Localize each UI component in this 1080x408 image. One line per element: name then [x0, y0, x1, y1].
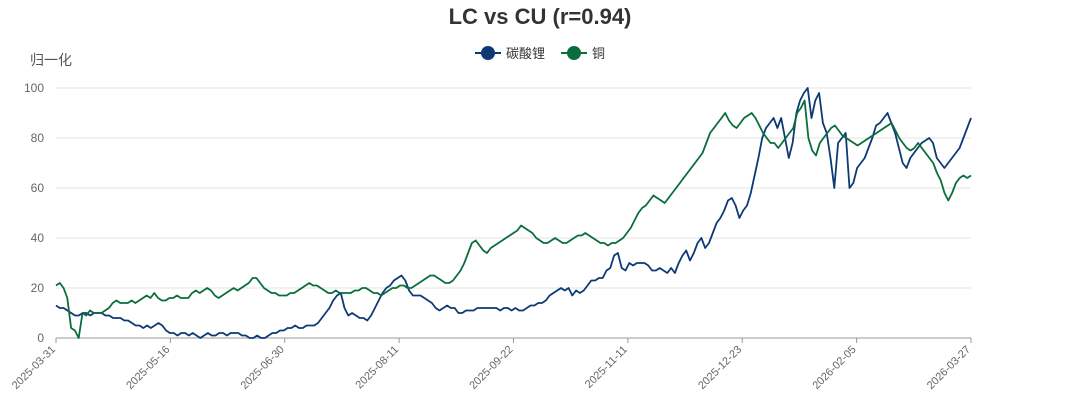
x-tick-label: 2025-03-31 — [10, 344, 58, 392]
y-tick-label: 20 — [31, 281, 45, 295]
legend-marker-cu-icon — [561, 45, 587, 60]
legend: 碳酸锂 铜 — [0, 43, 1080, 62]
x-tick-label: 2025-09-22 — [467, 344, 515, 392]
y-tick-label: 40 — [31, 231, 45, 245]
legend-label-cu: 铜 — [592, 46, 606, 61]
legend-marker-lc-icon — [474, 45, 501, 60]
x-tick-label: 2025-06-30 — [239, 344, 287, 392]
y-tick-label: 80 — [31, 131, 45, 145]
x-tick-label: 2025-08-11 — [354, 344, 402, 392]
x-tick-label: 2025-05-16 — [124, 344, 172, 392]
legend-item-lc[interactable]: 碳酸锂 — [474, 43, 545, 62]
legend-item-cu[interactable]: 铜 — [561, 43, 605, 62]
y-tick-label: 60 — [31, 181, 45, 195]
chart-title: LC vs CU (r=0.94) — [448, 4, 632, 29]
x-tick-label: 2025-11-11 — [583, 344, 630, 391]
series-line-lc — [55, 87, 972, 339]
x-tick-label: 2025-12-23 — [696, 344, 744, 392]
y-tick-label: 0 — [37, 331, 44, 345]
y-tick-label: 100 — [24, 81, 44, 95]
x-tick-label: 2026-03-27 — [925, 344, 973, 392]
y-axis-label: 归一化 — [30, 52, 72, 68]
series-line-cu — [55, 99, 972, 339]
legend-label-lc: 碳酸锂 — [505, 46, 545, 61]
x-tick-label: 2026-02-05 — [810, 344, 858, 392]
